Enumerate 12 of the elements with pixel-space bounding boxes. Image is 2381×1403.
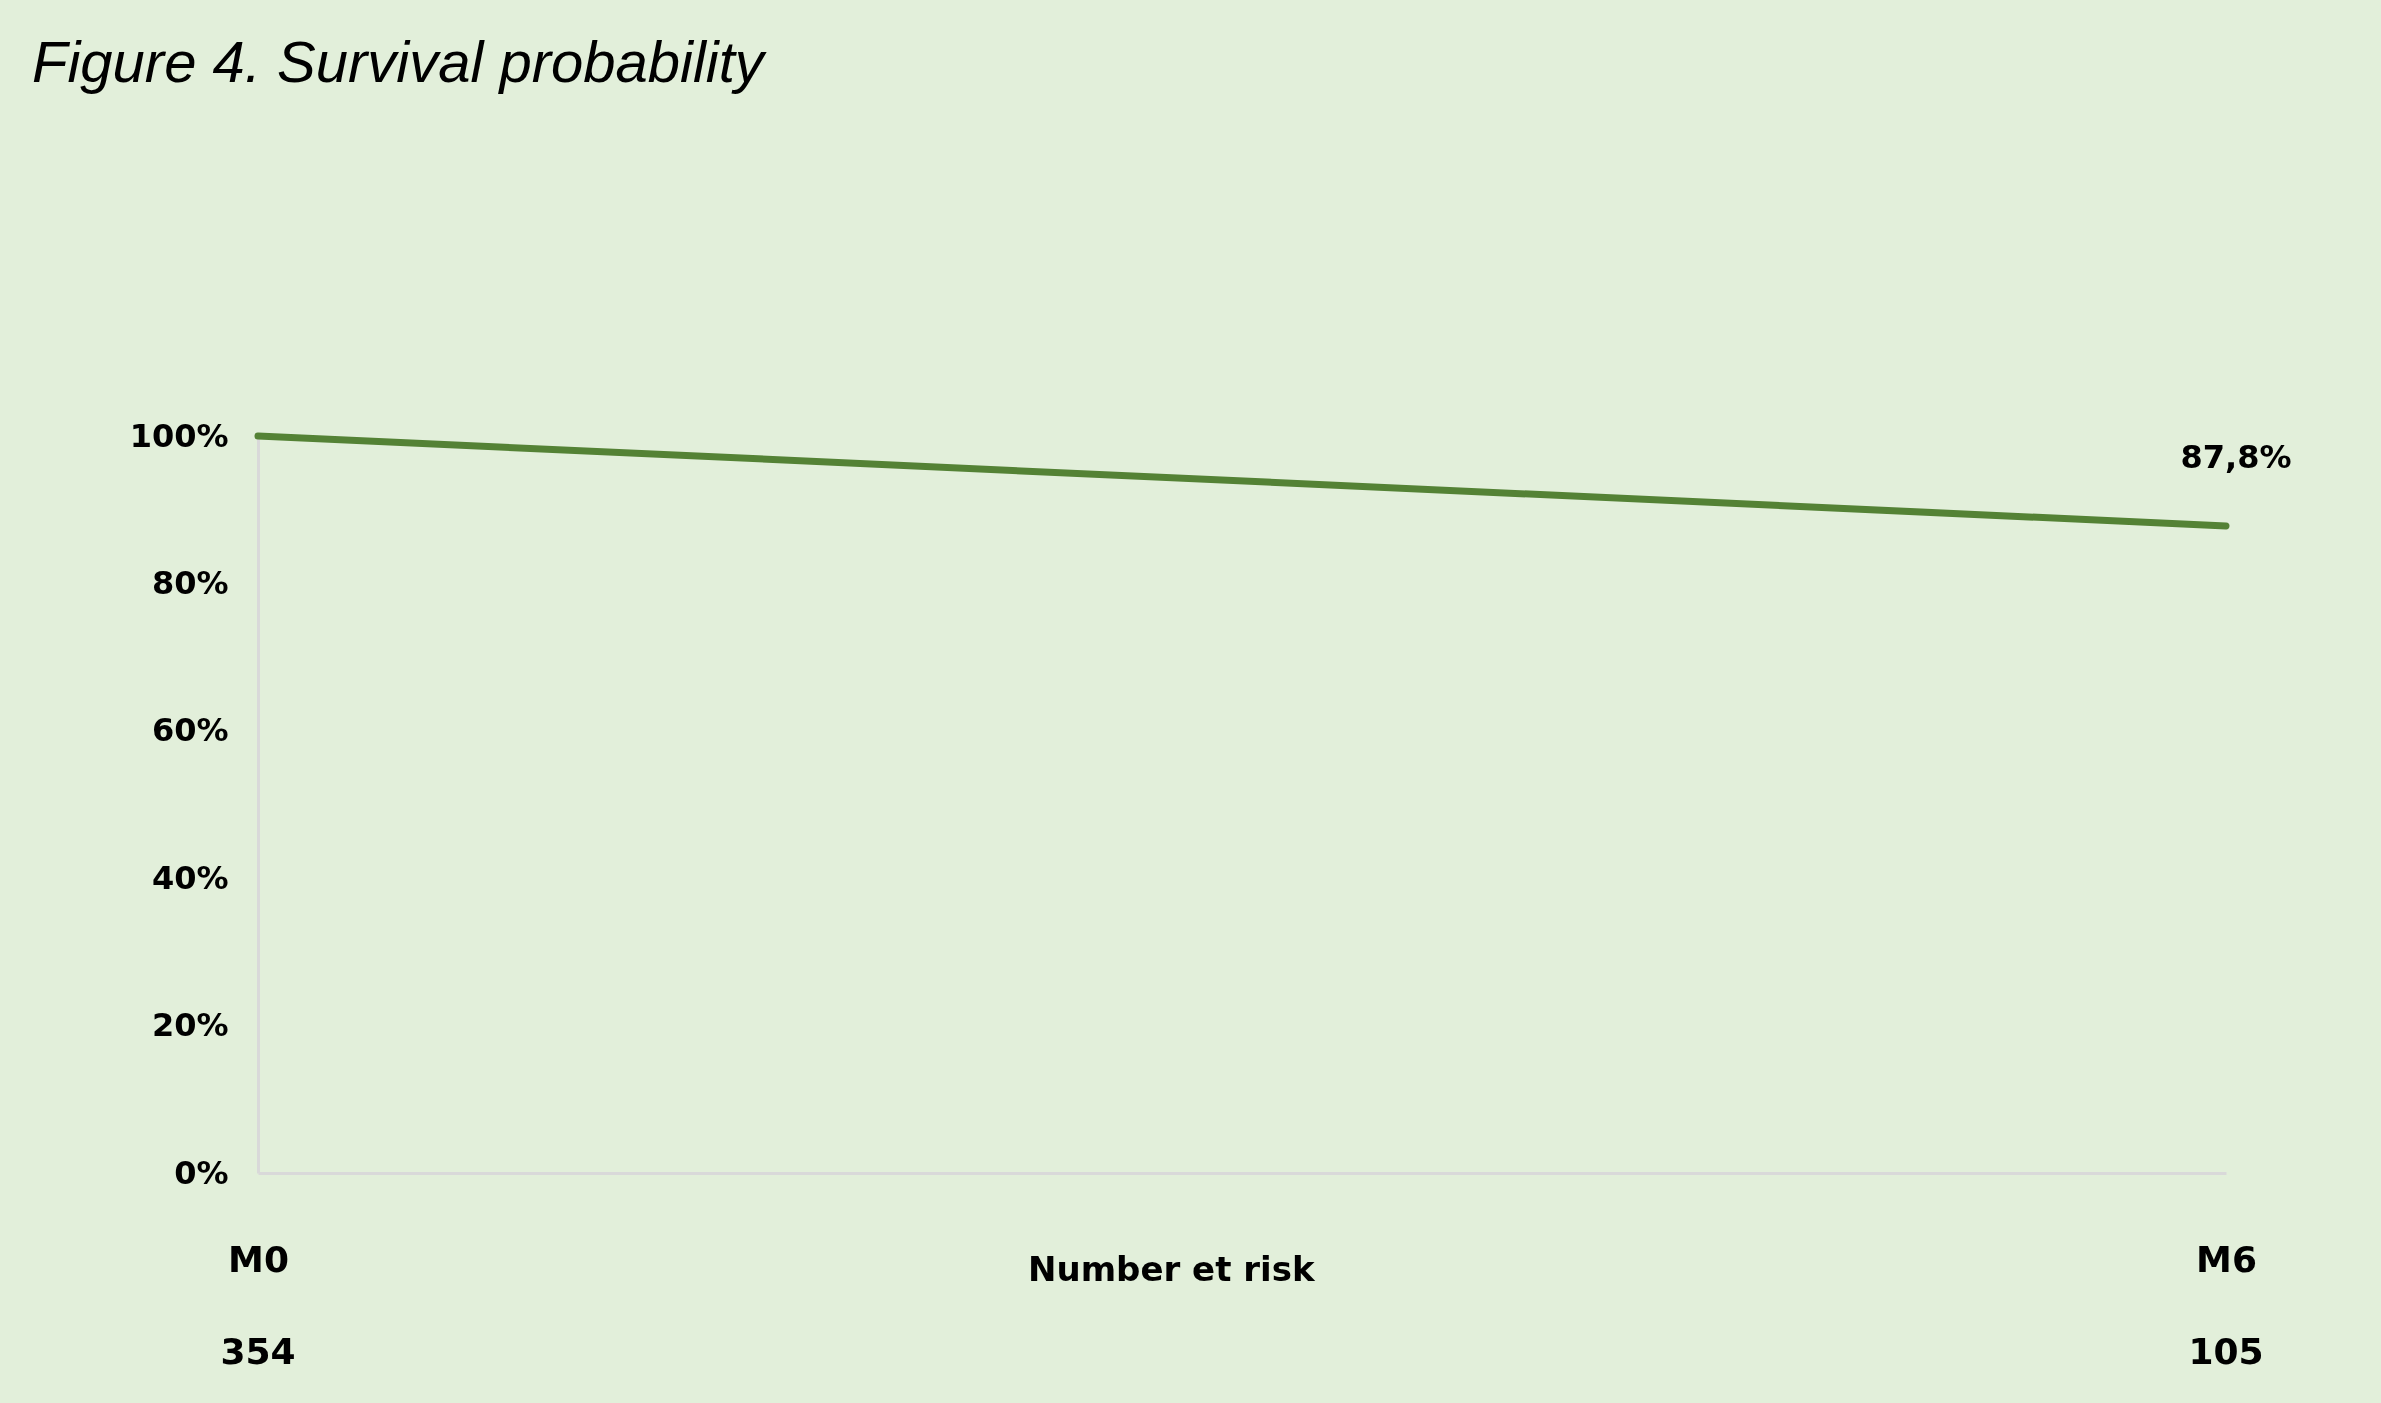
y-tick-label: 60%: [151, 711, 229, 750]
y-tick-label: 80%: [151, 563, 229, 602]
x-tick-label: M6: [2196, 1238, 2257, 1280]
y-tick-label: 100%: [129, 416, 229, 455]
x-tick-label: M0: [228, 1238, 289, 1280]
text: 105: [2188, 1331, 2264, 1372]
text: Number et risk: [1028, 1249, 1316, 1289]
y-tick-label: 0%: [174, 1153, 229, 1192]
data-label: 87,8%: [2180, 437, 2292, 476]
y-tick-label: 40%: [151, 858, 229, 897]
text: 354: [220, 1331, 296, 1372]
y-tick-label: 20%: [151, 1006, 229, 1045]
